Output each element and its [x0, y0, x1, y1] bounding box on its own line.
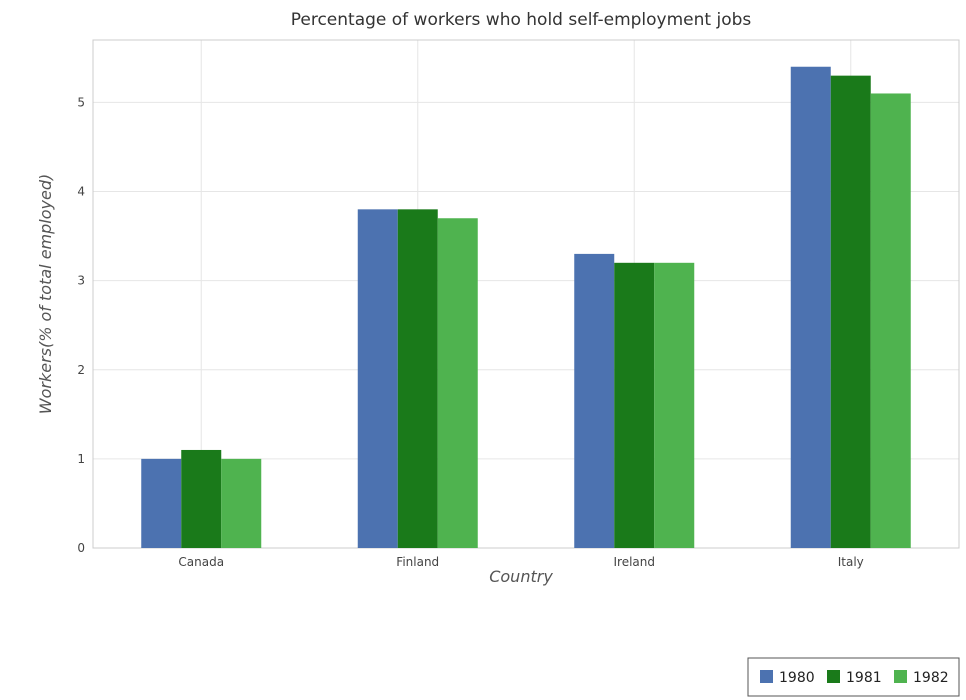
legend-label-1981: 1981: [846, 670, 882, 686]
legend-frame: [747, 657, 960, 697]
x-tick-label: Finland: [396, 555, 439, 569]
bar-1982-ireland: [654, 262, 695, 548]
y-tick-label: 3: [77, 274, 85, 288]
y-axis-label: Workers(% of total employed): [36, 174, 55, 414]
x-tick-label: Italy: [838, 555, 864, 569]
bar-1980-italy: [790, 66, 831, 548]
bar-1981-ireland: [614, 262, 655, 548]
x-axis-ticks: Canada Finland Ireland Italy: [178, 555, 863, 569]
bar-1981-canada: [181, 449, 222, 548]
bar-1982-finland: [437, 218, 478, 549]
bar-1981-finland: [397, 209, 438, 549]
legend-swatch-1980: [760, 670, 773, 683]
chart-title: Percentage of workers who hold self-empl…: [291, 10, 752, 30]
bars: [141, 66, 911, 549]
y-axis-ticks: 0 1 2 3 4 5: [77, 95, 85, 555]
bar-1982-italy: [870, 93, 911, 548]
x-tick-label: Canada: [178, 555, 224, 569]
bar-1980-finland: [357, 209, 398, 549]
legend-swatch-1982: [894, 670, 907, 683]
bar-1980-canada: [141, 458, 182, 548]
legend-label-1980: 1980: [779, 670, 815, 686]
x-axis-label: Country: [489, 567, 553, 586]
y-tick-label: 1: [77, 452, 85, 466]
y-tick-label: 5: [77, 95, 85, 109]
legend-label-1982: 1982: [913, 670, 949, 686]
bar-1980-ireland: [574, 253, 615, 549]
y-tick-label: 4: [77, 185, 85, 199]
x-tick-label: Ireland: [613, 555, 655, 569]
legend: 1980 1981 1982: [747, 657, 960, 697]
y-tick-label: 0: [77, 541, 85, 555]
bar-1982-canada: [221, 458, 262, 548]
bar-1981-italy: [830, 75, 871, 549]
y-tick-label: 2: [77, 363, 85, 377]
legend-swatch-1981: [827, 670, 840, 683]
plot-frame: [92, 39, 960, 549]
